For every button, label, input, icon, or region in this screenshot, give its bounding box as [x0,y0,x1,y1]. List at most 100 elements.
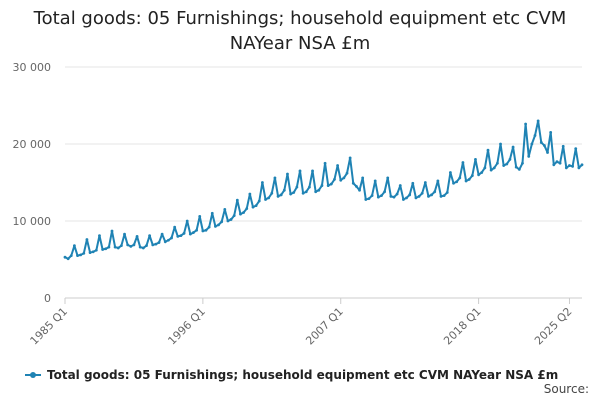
data-point[interactable] [201,229,205,233]
data-point[interactable] [282,188,286,192]
data-point[interactable] [439,194,443,198]
data-point[interactable] [220,220,224,224]
data-point[interactable] [151,243,155,247]
data-point[interactable] [148,234,152,238]
data-point[interactable] [79,253,83,257]
data-point[interactable] [239,212,242,216]
data-point[interactable] [167,238,170,242]
data-point[interactable] [568,164,571,167]
data-point[interactable] [508,158,512,161]
data-point[interactable] [101,248,104,251]
data-point[interactable] [267,196,271,200]
data-point[interactable] [411,181,415,185]
data-point[interactable] [395,192,399,196]
data-point[interactable] [257,199,261,203]
data-point[interactable] [524,122,527,126]
data-point[interactable] [386,176,390,180]
data-point[interactable] [502,164,506,167]
data-point[interactable] [423,181,427,184]
data-point[interactable] [561,144,565,148]
data-point[interactable] [323,161,327,165]
data-point[interactable] [66,257,70,261]
data-point[interactable] [511,145,515,149]
data-point[interactable] [505,162,509,166]
data-point[interactable] [98,234,101,238]
data-point[interactable] [85,238,89,241]
data-point[interactable] [355,184,358,188]
data-point[interactable] [345,171,349,175]
data-point[interactable] [286,172,289,176]
data-point[interactable] [188,232,192,236]
data-point[interactable] [436,179,440,183]
data-point[interactable] [455,180,459,184]
data-point[interactable] [138,245,142,249]
data-point[interactable] [301,191,305,195]
data-point[interactable] [329,182,333,186]
data-point[interactable] [574,147,578,151]
data-point[interactable] [91,250,95,254]
data-point[interactable] [94,248,98,252]
data-point[interactable] [370,194,374,197]
data-point[interactable] [273,176,277,180]
data-point[interactable] [223,208,227,211]
data-point[interactable] [442,194,446,197]
data-point[interactable] [470,174,474,177]
data-point[interactable] [113,245,117,249]
data-point[interactable] [417,194,421,198]
data-point[interactable] [348,156,352,160]
data-point[interactable] [304,190,308,194]
data-point[interactable] [492,166,496,170]
data-point[interactable] [458,176,462,180]
data-point[interactable] [217,223,220,227]
data-point[interactable] [207,225,211,229]
data-point[interactable] [317,188,321,192]
data-point[interactable] [235,198,239,202]
data-point[interactable] [276,194,280,198]
data-point[interactable] [373,179,377,183]
data-point[interactable] [179,234,183,238]
data-point[interactable] [336,164,339,167]
data-point[interactable] [129,245,133,248]
data-point[interactable] [264,198,267,201]
data-point[interactable] [326,184,330,187]
data-point[interactable] [342,176,346,180]
data-point[interactable] [445,191,449,194]
data-point[interactable] [389,194,393,198]
data-point[interactable] [170,236,173,240]
data-point[interactable] [552,163,556,167]
data-point[interactable] [486,148,490,152]
data-point[interactable] [163,240,167,244]
data-point[interactable] [160,232,164,236]
data-point[interactable] [496,161,499,165]
data-point[interactable] [88,251,92,254]
data-point[interactable] [279,193,283,197]
data-point[interactable] [427,194,430,198]
data-point[interactable] [402,198,405,201]
data-point[interactable] [543,144,546,147]
data-point[interactable] [254,204,258,208]
data-point[interactable] [204,228,208,232]
data-point[interactable] [308,185,311,189]
data-point[interactable] [467,178,471,181]
data-point[interactable] [182,231,186,235]
data-point[interactable] [176,235,180,238]
data-point[interactable] [408,193,412,197]
data-point[interactable] [449,171,452,174]
data-point[interactable] [464,179,468,183]
data-point[interactable] [185,219,189,223]
data-point[interactable] [546,151,549,154]
data-point[interactable] [82,251,86,255]
data-point[interactable] [214,224,217,228]
data-point[interactable] [123,232,126,236]
data-point[interactable] [76,254,79,258]
data-point[interactable] [383,190,386,194]
data-point[interactable] [392,195,396,199]
data-point[interactable] [414,196,418,200]
data-point[interactable] [311,169,314,173]
data-point[interactable] [351,181,355,185]
data-point[interactable] [107,245,111,249]
data-point[interactable] [558,161,562,165]
data-point[interactable] [333,178,336,181]
data-point[interactable] [154,242,158,246]
data-point[interactable] [295,185,299,189]
